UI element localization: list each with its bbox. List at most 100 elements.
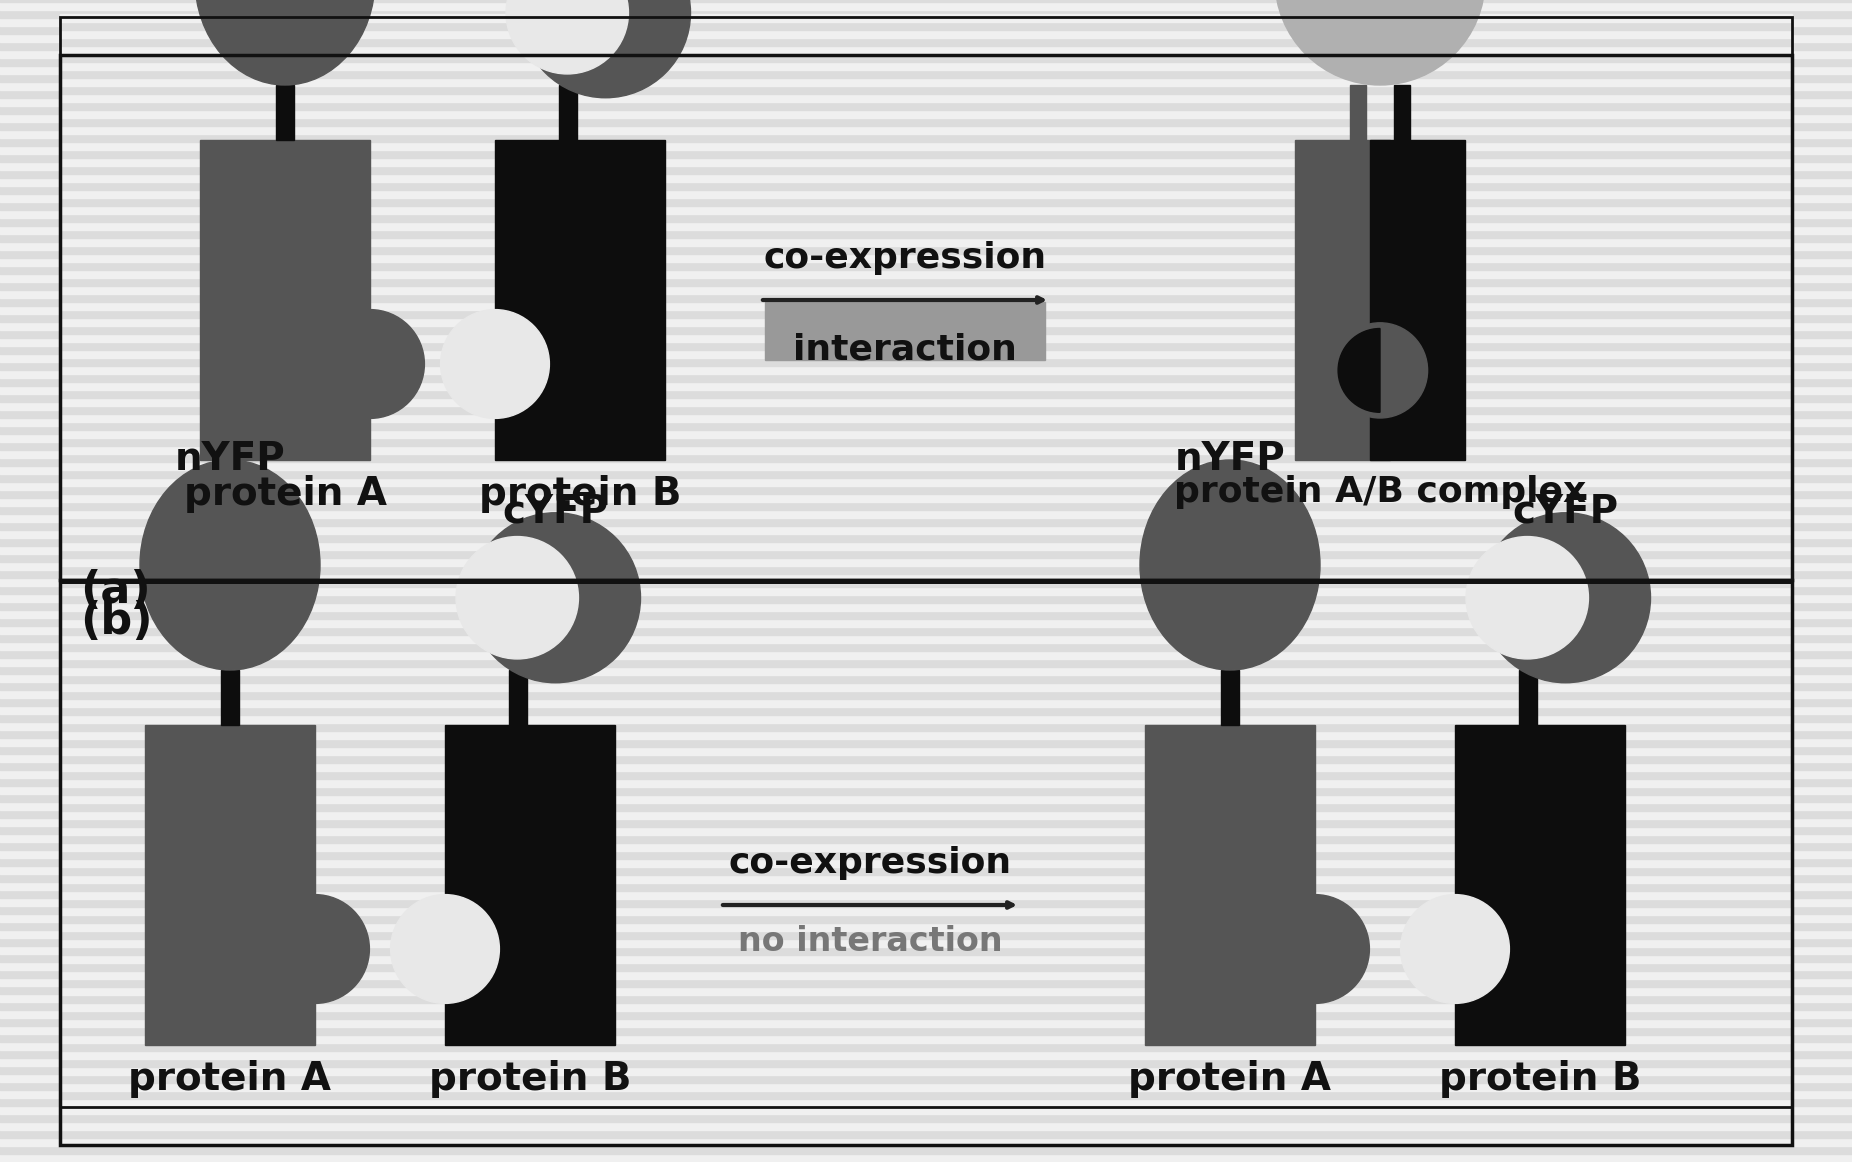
Bar: [0, 762, 1852, 770]
Bar: [59, 358, 1793, 366]
Bar: [59, 478, 1793, 486]
Bar: [0, 282, 1852, 290]
Bar: [59, 566, 1793, 574]
Bar: [0, 290, 1852, 297]
Bar: [59, 582, 1793, 1107]
Bar: [59, 1011, 1793, 1019]
Bar: [59, 675, 1793, 683]
Bar: [59, 731, 1793, 739]
Bar: [0, 410, 1852, 418]
Bar: [0, 394, 1852, 402]
Bar: [0, 1074, 1852, 1082]
Bar: [59, 294, 1793, 302]
Bar: [59, 261, 1793, 270]
Bar: [59, 700, 1793, 706]
Bar: [0, 66, 1852, 74]
Bar: [59, 908, 1793, 914]
Bar: [0, 1090, 1852, 1098]
Bar: [59, 399, 1793, 406]
Bar: [0, 602, 1852, 610]
Bar: [0, 26, 1852, 34]
Bar: [59, 883, 1793, 891]
Bar: [0, 89, 1852, 98]
Bar: [59, 469, 1793, 478]
Bar: [0, 770, 1852, 779]
Bar: [0, 682, 1852, 690]
Bar: [59, 859, 1793, 867]
Bar: [59, 867, 1793, 875]
Bar: [59, 779, 1793, 787]
Bar: [59, 422, 1793, 430]
Bar: [59, 134, 1793, 142]
Bar: [59, 158, 1793, 166]
Bar: [59, 899, 1793, 908]
Bar: [59, 119, 1793, 125]
Bar: [0, 522, 1852, 530]
Bar: [0, 114, 1852, 122]
Bar: [0, 130, 1852, 138]
Circle shape: [441, 309, 550, 418]
Text: co-expression: co-expression: [728, 846, 1011, 880]
Bar: [59, 246, 1793, 254]
Bar: [0, 987, 1852, 994]
Bar: [59, 86, 1793, 94]
Bar: [0, 962, 1852, 970]
Bar: [0, 122, 1852, 130]
Bar: [59, 53, 1793, 62]
Bar: [59, 651, 1793, 659]
Bar: [59, 22, 1793, 30]
Bar: [59, 366, 1793, 374]
Bar: [59, 827, 1793, 835]
Bar: [0, 138, 1852, 146]
Bar: [59, 142, 1793, 150]
Bar: [59, 254, 1793, 261]
Bar: [0, 571, 1852, 578]
Bar: [59, 1027, 1793, 1035]
Bar: [59, 518, 1793, 526]
Bar: [0, 722, 1852, 730]
Bar: [0, 826, 1852, 834]
Bar: [59, 446, 1793, 454]
Bar: [59, 574, 1793, 582]
Bar: [0, 458, 1852, 466]
Bar: [59, 310, 1793, 318]
Bar: [59, 914, 1793, 923]
Bar: [59, 238, 1793, 246]
Bar: [0, 794, 1852, 802]
Bar: [0, 834, 1852, 842]
Bar: [0, 50, 1852, 58]
Bar: [0, 322, 1852, 330]
Circle shape: [261, 895, 369, 1004]
Bar: [0, 42, 1852, 50]
Bar: [59, 819, 1793, 827]
Bar: [0, 713, 1852, 722]
Bar: [0, 1010, 1852, 1018]
Bar: [0, 626, 1852, 634]
Bar: [59, 55, 1793, 580]
Bar: [59, 715, 1793, 723]
Bar: [0, 746, 1852, 754]
Bar: [59, 102, 1793, 110]
Text: co-expression: co-expression: [763, 241, 1046, 275]
Bar: [59, 579, 1793, 587]
Bar: [59, 811, 1793, 819]
Bar: [0, 0, 1852, 2]
Circle shape: [1480, 512, 1650, 683]
Bar: [59, 318, 1793, 327]
Bar: [0, 225, 1852, 234]
Text: protein B: protein B: [430, 1060, 632, 1098]
Bar: [59, 987, 1793, 995]
Bar: [0, 274, 1852, 282]
Text: (a): (a): [80, 569, 150, 612]
Bar: [0, 242, 1852, 250]
Bar: [0, 314, 1852, 322]
Bar: [59, 611, 1793, 619]
Bar: [59, 580, 1793, 1145]
Bar: [59, 1043, 1793, 1050]
Bar: [0, 450, 1852, 458]
Bar: [59, 174, 1793, 182]
Bar: [59, 430, 1793, 438]
Bar: [59, 510, 1793, 518]
Bar: [59, 494, 1793, 502]
Bar: [59, 795, 1793, 803]
